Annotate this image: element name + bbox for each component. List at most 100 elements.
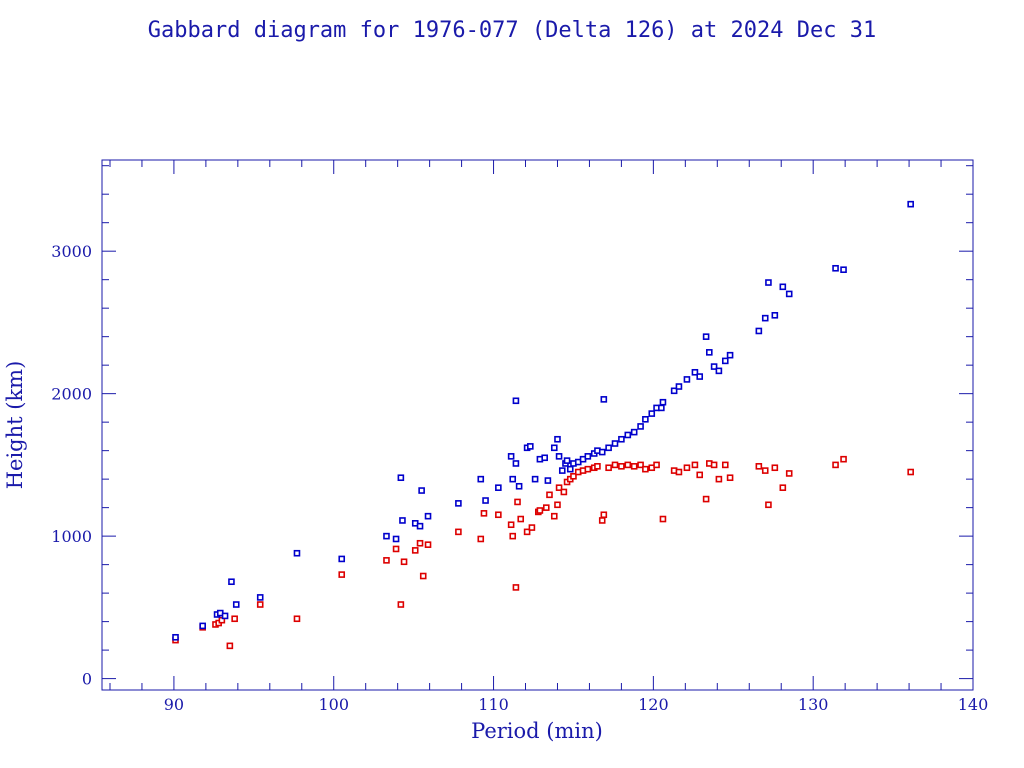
perigee-point xyxy=(293,615,301,623)
apogee-point xyxy=(512,397,520,405)
apogee-point xyxy=(527,443,534,450)
apogee-point xyxy=(397,474,405,482)
perigee-point xyxy=(416,539,424,547)
apogee-point xyxy=(715,367,723,375)
perigee-point xyxy=(560,488,568,496)
perigee-point xyxy=(771,464,779,472)
perigee-point xyxy=(555,484,563,491)
apogee-point xyxy=(755,327,763,335)
perigee-point xyxy=(726,474,734,482)
x-tick-label: 140 xyxy=(958,695,989,714)
apogee-point xyxy=(566,465,574,473)
perigee-point xyxy=(455,528,462,536)
apogee-point xyxy=(637,423,644,430)
apogee-point xyxy=(624,431,632,439)
perigee-point xyxy=(546,491,553,499)
perigee-point xyxy=(338,571,346,578)
x-axis-label: Period (min) xyxy=(471,719,603,743)
y-axis-label: Height (km) xyxy=(3,361,27,490)
apogee-point xyxy=(531,475,539,483)
perigee-point xyxy=(542,504,550,511)
perigee-point xyxy=(392,545,400,553)
perigee-point xyxy=(630,463,638,470)
apogee-point xyxy=(658,404,665,412)
perigee-point xyxy=(755,463,763,470)
apogee-point xyxy=(418,487,425,494)
apogee-point xyxy=(512,460,520,467)
perigee-point xyxy=(600,511,608,519)
perigee-point xyxy=(554,501,561,509)
apogee-point xyxy=(256,594,264,601)
perigee-point xyxy=(702,495,710,503)
perigee-point xyxy=(419,572,427,580)
perigee-point xyxy=(536,507,544,514)
perigee-point xyxy=(226,642,234,650)
apogee-point xyxy=(648,410,656,417)
perigee-point xyxy=(710,461,718,469)
apogee-point xyxy=(907,200,914,208)
perigee-point xyxy=(691,461,699,469)
perigee-point xyxy=(785,470,793,477)
perigee-point xyxy=(675,468,683,476)
perigee-point xyxy=(907,468,914,476)
apogee-point xyxy=(515,482,523,490)
apogee-point xyxy=(554,435,561,443)
perigee-point xyxy=(761,467,769,474)
apogee-point xyxy=(600,396,608,403)
x-tick-label: 110 xyxy=(478,695,509,714)
perigee-point xyxy=(528,524,536,531)
perigee-point xyxy=(611,461,619,469)
apogee-point xyxy=(477,475,485,483)
perigee-point xyxy=(642,465,649,473)
apogee-point xyxy=(721,357,729,365)
x-tick-label: 130 xyxy=(798,695,829,714)
apogee-point xyxy=(482,497,489,504)
perigee-point xyxy=(512,584,520,591)
apogee-point xyxy=(702,333,710,340)
apogee-point xyxy=(710,363,718,370)
perigee-point xyxy=(397,601,405,608)
apogee-point xyxy=(383,532,390,540)
apogee-point xyxy=(399,517,406,524)
apogee-point xyxy=(611,440,619,447)
apogee-point xyxy=(726,351,734,359)
y-tick-label: 3000 xyxy=(51,242,92,261)
apogee-point xyxy=(832,264,839,272)
perigee-point xyxy=(683,464,691,472)
perigee-point xyxy=(653,461,660,469)
apogee-point xyxy=(785,290,793,298)
apogee-point xyxy=(544,477,552,484)
apogee-point xyxy=(558,467,566,474)
apogee-point xyxy=(172,633,179,641)
perigee-point xyxy=(231,615,238,623)
apogee-point xyxy=(840,266,847,274)
apogee-point xyxy=(771,311,779,319)
apogee-point xyxy=(293,549,301,557)
perigee-point xyxy=(594,463,601,470)
apogee-point xyxy=(550,444,558,452)
chart-title: Gabbard diagram for 1976-077 (Delta 126)… xyxy=(148,18,876,43)
apogee-point xyxy=(618,435,625,443)
apogee-point xyxy=(228,578,235,586)
perigee-point xyxy=(840,455,847,463)
perigee-point xyxy=(715,475,723,483)
apogee-point xyxy=(605,444,612,452)
perigee-point xyxy=(570,472,577,480)
apogee-point xyxy=(495,484,502,491)
perigee-point xyxy=(507,521,515,529)
apogee-point xyxy=(509,475,517,483)
apogee-point xyxy=(584,453,592,460)
tick-labels: 90 100 110 120 130 140 0 1000 2000 3000 xyxy=(51,242,988,714)
apogee-point xyxy=(659,398,667,406)
apogee-point xyxy=(455,500,462,507)
apogee-point xyxy=(338,555,346,563)
apogee-point xyxy=(696,373,704,380)
perigee-point xyxy=(832,461,839,469)
apogee-point xyxy=(761,314,769,322)
x-tick-label: 120 xyxy=(638,695,669,714)
apogee-point xyxy=(683,376,691,383)
apogee-point xyxy=(779,283,787,291)
apogee-point xyxy=(691,368,699,376)
perigee-point xyxy=(517,515,525,523)
